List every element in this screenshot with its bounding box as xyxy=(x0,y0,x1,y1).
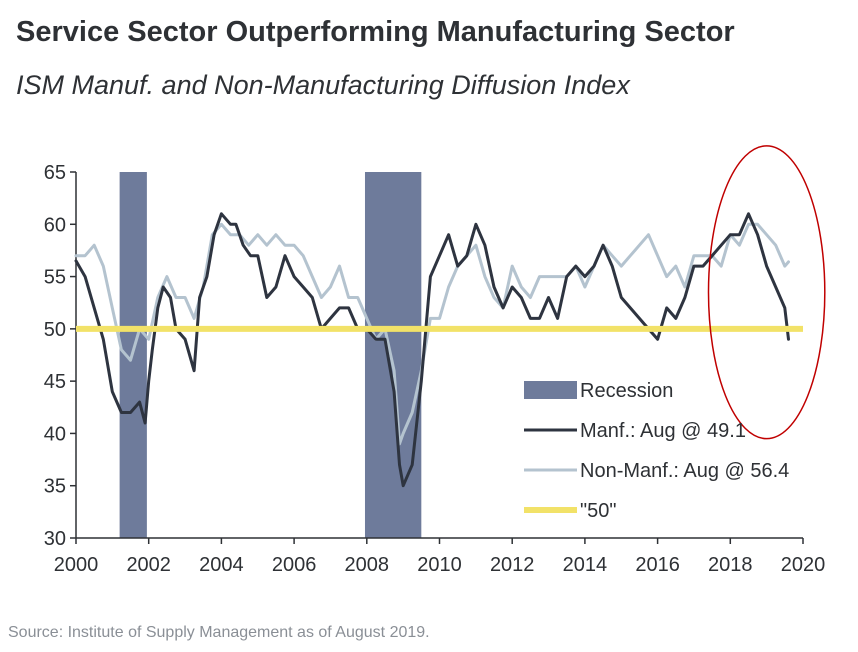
y-tick-label-2: 40 xyxy=(44,423,66,445)
source-note: Source: Institute of Supply Management a… xyxy=(8,624,430,641)
x-tick-label-10: 2020 xyxy=(781,554,826,576)
x-tick-label-0: 2000 xyxy=(54,554,99,576)
legend-label-recession: Recession xyxy=(580,380,673,402)
x-tick-label-5: 2010 xyxy=(417,554,462,576)
series-line-nonmanf xyxy=(74,222,790,446)
y-tick-label-4: 50 xyxy=(44,319,66,341)
legend-label-fifty: "50" xyxy=(580,500,616,522)
x-tick-label-7: 2014 xyxy=(563,554,608,576)
y-tick-label-1: 35 xyxy=(44,476,66,498)
y-tick-label-0: 30 xyxy=(44,528,66,550)
x-tick-label-9: 2018 xyxy=(708,554,753,576)
legend-label-nonmanf: Non-Manf.: Aug @ 56.4 xyxy=(580,460,789,482)
x-tick-label-3: 2006 xyxy=(272,554,317,576)
x-tick-label-1: 2002 xyxy=(126,554,171,576)
y-tick-label-3: 45 xyxy=(44,371,66,393)
x-tick-label-4: 2008 xyxy=(345,554,390,576)
legend-swatch-recession xyxy=(524,381,577,399)
x-tick-label-2: 2004 xyxy=(199,554,244,576)
y-tick-label-7: 65 xyxy=(44,162,66,184)
chart-subtitle: ISM Manuf. and Non-Manufacturing Diffusi… xyxy=(16,70,630,100)
x-tick-label-6: 2012 xyxy=(490,554,535,576)
recession-band-1 xyxy=(364,172,422,538)
series-line-manf xyxy=(74,212,790,488)
highlight-circle xyxy=(707,145,826,440)
x-tick-label-8: 2016 xyxy=(635,554,680,576)
legend-label-manf: Manf.: Aug @ 49.1 xyxy=(580,420,746,442)
chart-title: Service Sector Outperforming Manufacturi… xyxy=(16,16,735,48)
y-tick-label-5: 55 xyxy=(44,267,66,289)
y-tick-label-6: 60 xyxy=(44,214,66,236)
